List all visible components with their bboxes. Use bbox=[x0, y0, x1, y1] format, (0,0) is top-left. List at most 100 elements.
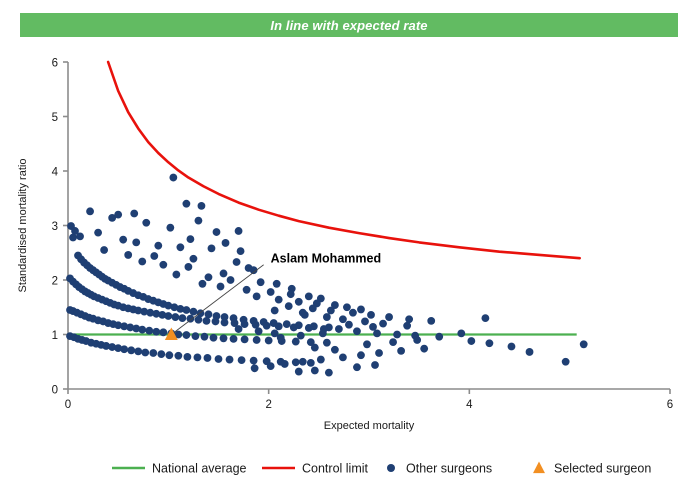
scatter-point-other-surgeon bbox=[220, 313, 229, 321]
scatter-point-other-surgeon bbox=[204, 273, 213, 282]
status-banner: In line with expected rate bbox=[20, 13, 678, 37]
scatter-point-other-surgeon bbox=[150, 252, 159, 260]
scatter-point-other-surgeon bbox=[266, 288, 275, 296]
scatter-point-other-surgeon bbox=[132, 324, 141, 333]
scatter-point-other-surgeon bbox=[138, 325, 147, 334]
scatter-point-other-surgeon bbox=[298, 357, 307, 366]
scatter-point-other-surgeon bbox=[197, 201, 206, 210]
scatter-point-other-surgeon bbox=[291, 358, 300, 367]
scatter-point-other-surgeon bbox=[296, 331, 305, 340]
scatter-point-other-surgeon bbox=[86, 207, 94, 216]
scatter-point-other-surgeon bbox=[172, 270, 181, 279]
scatter-point-other-surgeon bbox=[71, 227, 79, 235]
scatter-point-other-surgeon bbox=[194, 216, 203, 225]
scatter-point-other-surgeon bbox=[339, 353, 347, 362]
scatter-point-other-surgeon bbox=[202, 316, 211, 325]
scatter-point-other-surgeon bbox=[220, 318, 229, 327]
scatter-point-other-surgeon bbox=[182, 199, 191, 208]
y-axis-tick-label: 4 bbox=[52, 167, 59, 179]
scatter-point-other-surgeon bbox=[164, 301, 173, 310]
scatter-point-other-surgeon bbox=[373, 329, 381, 338]
y-axis-tick-label: 6 bbox=[52, 58, 58, 70]
scatter-point-other-surgeon bbox=[134, 306, 143, 315]
scatter-point-other-surgeon bbox=[485, 339, 494, 348]
scatter-point-other-surgeon bbox=[219, 334, 228, 343]
scatter-point-other-surgeon bbox=[157, 350, 166, 359]
scatter-point-other-surgeon bbox=[286, 290, 295, 299]
scatter-point-other-surgeon bbox=[357, 351, 365, 360]
scatter-point-other-surgeon bbox=[114, 321, 123, 330]
scatter-point-other-surgeon bbox=[132, 238, 141, 247]
scatter-point-other-surgeon bbox=[120, 322, 129, 331]
scatter-point-other-surgeon bbox=[345, 320, 353, 329]
scatter-point-other-surgeon bbox=[209, 333, 218, 342]
scatter-point-other-surgeon bbox=[108, 213, 117, 222]
scatter-point-other-surgeon bbox=[198, 279, 207, 288]
scatter-point-other-surgeon bbox=[294, 297, 303, 306]
scatter-point-other-surgeon bbox=[229, 334, 238, 343]
scatter-point-other-surgeon bbox=[170, 303, 179, 312]
scatter-point-other-surgeon bbox=[343, 303, 351, 312]
scatter-point-other-surgeon bbox=[219, 269, 228, 278]
scatter-point-other-surgeon bbox=[457, 329, 466, 338]
scatter-point-other-surgeon bbox=[234, 227, 243, 235]
scatter-point-other-surgeon bbox=[124, 251, 133, 259]
scatter-point-other-surgeon bbox=[324, 368, 333, 377]
scatter-point-other-surgeon bbox=[335, 325, 343, 333]
y-axis-tick-label: 2 bbox=[52, 276, 58, 288]
scatter-point-other-surgeon bbox=[316, 355, 325, 364]
scatter-point-other-surgeon bbox=[234, 325, 243, 333]
scatter-point-other-surgeon bbox=[240, 335, 249, 344]
y-axis-title: Standardised mortality ratio bbox=[17, 159, 29, 293]
scatter-point-other-surgeon bbox=[171, 313, 180, 321]
scatter-point-other-surgeon bbox=[276, 333, 285, 342]
legend-marker-dot bbox=[387, 464, 395, 472]
scatter-point-other-surgeon bbox=[176, 304, 185, 313]
scatter-point-other-surgeon bbox=[141, 348, 150, 357]
scatter-point-other-surgeon bbox=[183, 352, 192, 361]
scatter-point-other-surgeon bbox=[250, 364, 259, 373]
scatter-point-other-surgeon bbox=[579, 340, 588, 349]
scatter-point-other-surgeon bbox=[349, 308, 357, 317]
scatter-point-other-surgeon bbox=[294, 367, 303, 376]
y-axis-tick-label: 5 bbox=[52, 112, 58, 124]
scatter-point-other-surgeon bbox=[203, 354, 212, 362]
selected-surgeon-marker[interactable] bbox=[164, 327, 178, 340]
legend-item-label: Other surgeons bbox=[406, 462, 492, 476]
scatter-point-other-surgeon bbox=[186, 235, 195, 244]
scatter-point-other-surgeon bbox=[379, 319, 387, 328]
scatter-point-other-surgeon bbox=[270, 329, 279, 338]
scatter-point-other-surgeon bbox=[114, 210, 123, 219]
scatter-point-other-surgeon bbox=[252, 292, 261, 301]
scatter-point-other-surgeon bbox=[304, 292, 313, 301]
scatter-point-other-surgeon bbox=[226, 276, 235, 284]
scatter-point-other-surgeon bbox=[242, 285, 251, 294]
scatter-point-other-surgeon bbox=[240, 320, 249, 329]
scatter-point-other-surgeon bbox=[182, 306, 191, 314]
scatter-point-other-surgeon bbox=[481, 314, 490, 323]
scatter-point-other-surgeon bbox=[264, 336, 273, 345]
scatter-point-other-surgeon bbox=[193, 353, 202, 362]
scatter-point-other-surgeon bbox=[138, 257, 147, 266]
scatter-point-other-surgeon bbox=[306, 358, 315, 367]
scatter-point-other-surgeon bbox=[339, 315, 347, 324]
scatter-point-other-surgeon bbox=[252, 336, 261, 344]
scatter-point-other-surgeon bbox=[164, 312, 173, 320]
scatter-point-other-surgeon bbox=[119, 235, 128, 244]
legend-item-label: Control limit bbox=[302, 462, 369, 476]
x-axis-tick-label: 2 bbox=[265, 399, 271, 411]
scatter-point-other-surgeon bbox=[251, 320, 260, 329]
scatter-point-other-surgeon bbox=[298, 308, 307, 317]
scatter-point-other-surgeon bbox=[145, 326, 154, 335]
scatter-point-other-surgeon bbox=[166, 223, 175, 232]
scatter-point-other-surgeon bbox=[467, 337, 476, 345]
scatter-point-other-surgeon bbox=[405, 315, 414, 324]
scatter-point-other-surgeon bbox=[310, 343, 319, 352]
scatter-point-other-surgeon bbox=[403, 321, 412, 330]
scatter-point-other-surgeon bbox=[272, 279, 281, 288]
scatter-point-other-surgeon bbox=[435, 332, 444, 341]
scatter-point-other-surgeon bbox=[353, 363, 361, 372]
scatter-point-other-surgeon bbox=[330, 345, 339, 354]
scatter-point-other-surgeon bbox=[289, 323, 298, 332]
scatter-point-other-surgeon bbox=[353, 327, 361, 336]
